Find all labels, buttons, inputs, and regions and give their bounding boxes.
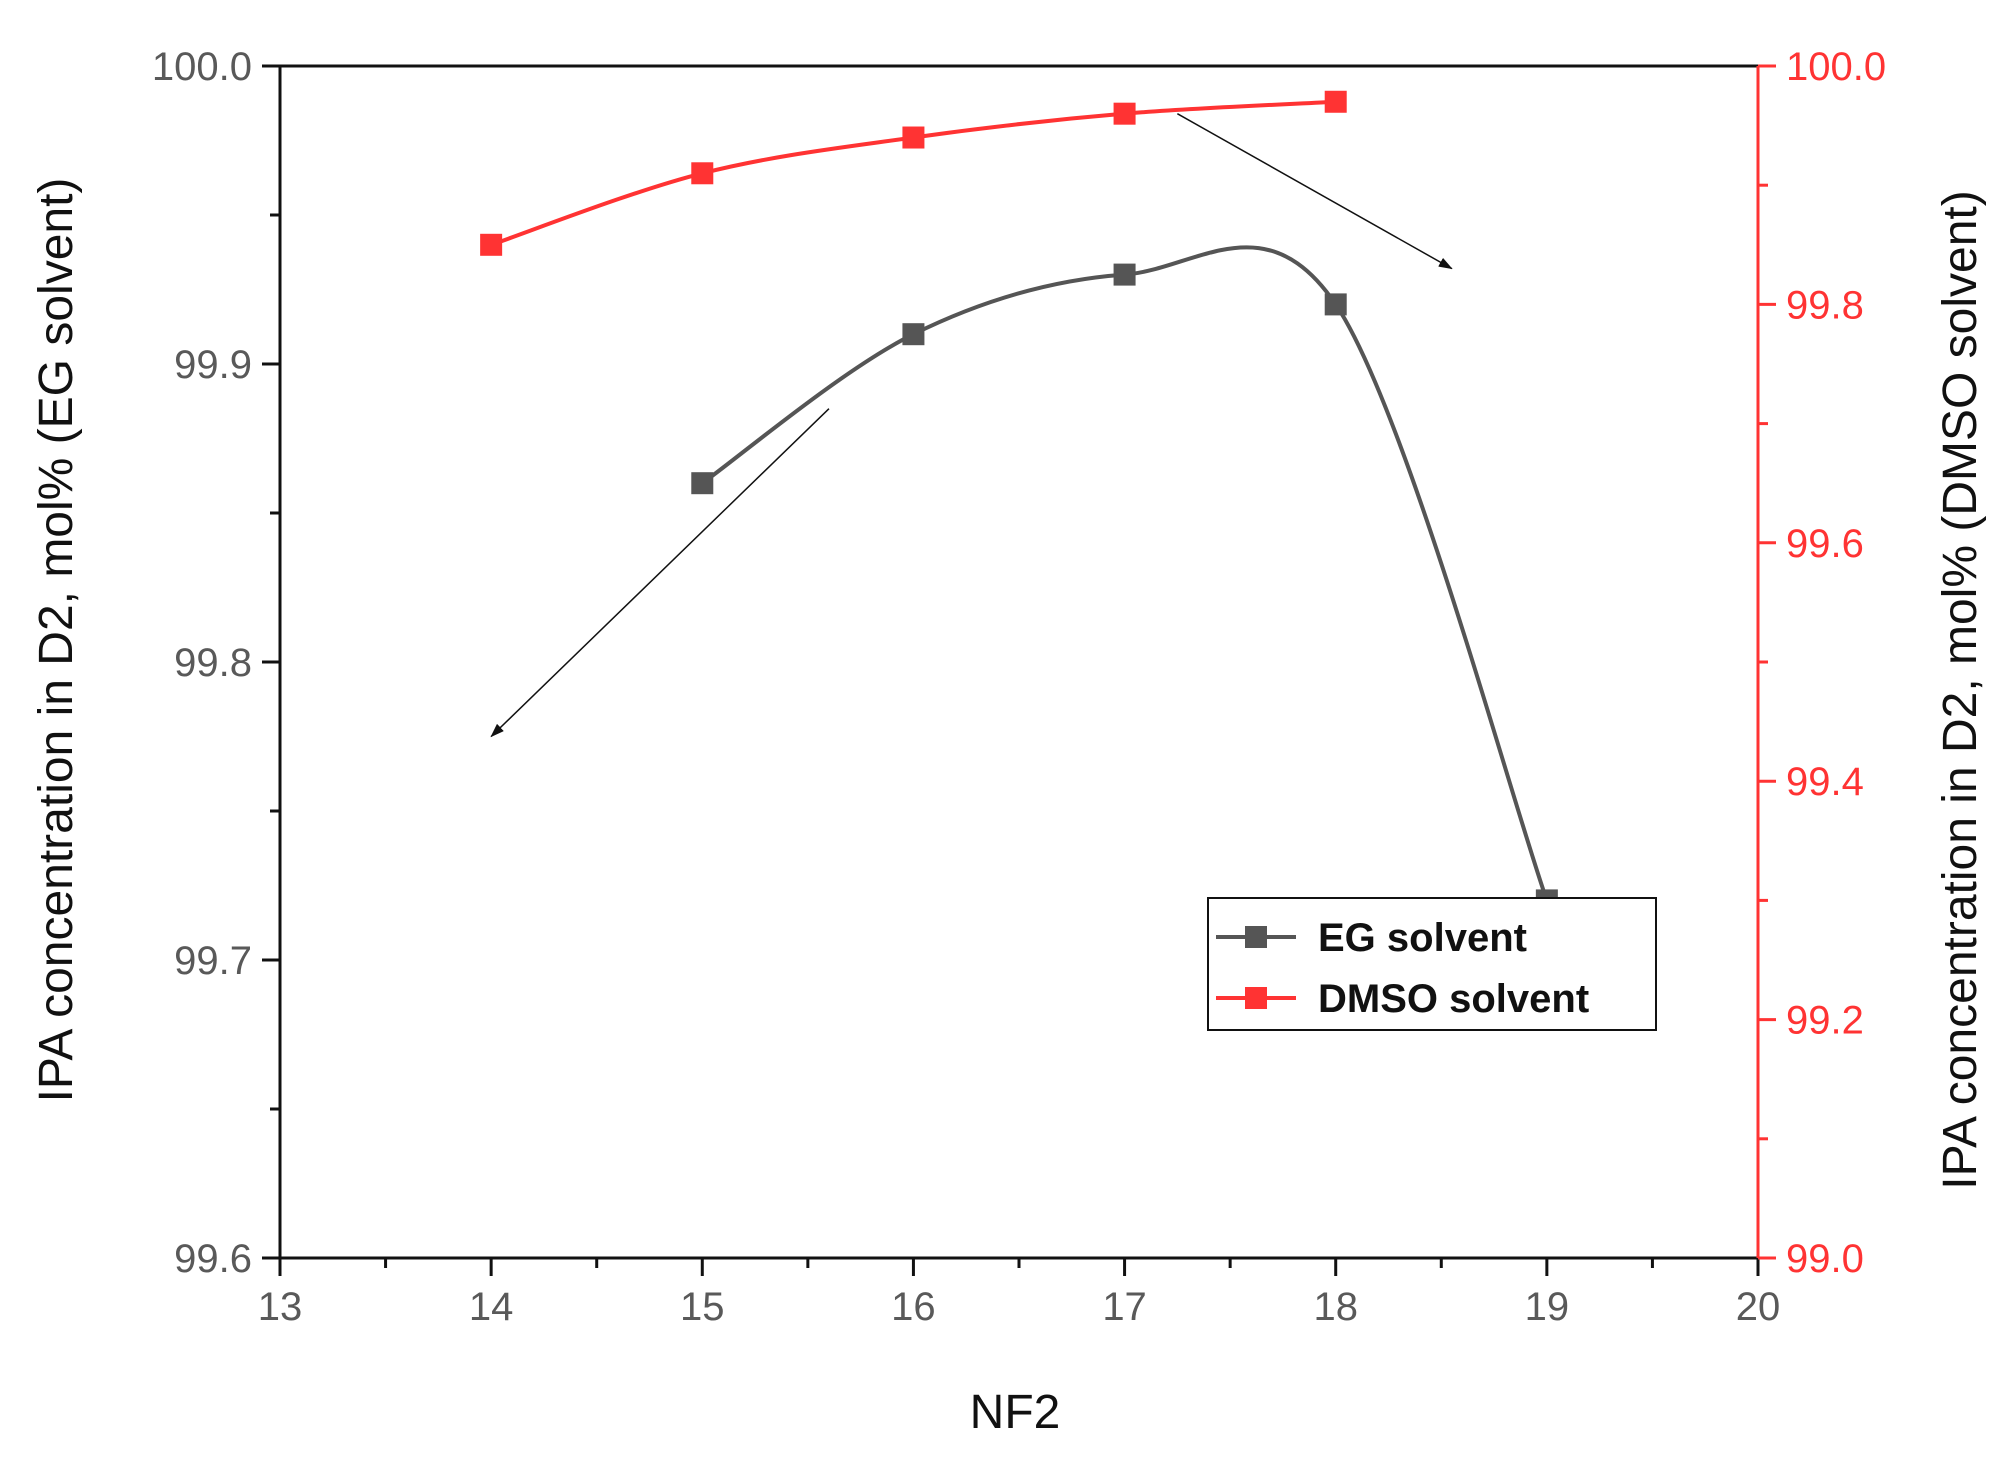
left-y-tick-label: 99.9 <box>174 343 252 387</box>
data-point-dmso <box>902 126 925 149</box>
series-eg <box>691 245 1558 912</box>
x-tick-label: 18 <box>1313 1285 1358 1329</box>
series-layer <box>480 90 1558 912</box>
left-y-tick-label: 100.0 <box>152 45 252 89</box>
data-point-eg <box>691 472 714 495</box>
annotation-arrows <box>490 113 1453 738</box>
x-tick-label: 17 <box>1102 1285 1147 1329</box>
data-point-dmso <box>1113 102 1136 125</box>
series-dmso <box>480 90 1347 256</box>
legend: EG solvent DMSO solvent <box>1207 897 1657 1031</box>
right-y-axis: 99.0 99.2 99.4 99.6 99.8 100.0 <box>1758 45 1886 1281</box>
right-y-tick-label: 99.6 <box>1786 522 1864 566</box>
data-point-eg <box>1324 293 1347 316</box>
right-y-axis-title: IPA concentration in D2, mol% (DMSO solv… <box>1934 190 1987 1190</box>
x-tick-label: 16 <box>891 1285 936 1329</box>
legend-entry-eg: EG solvent <box>1216 916 1527 960</box>
left-y-axis-title: IPA concentration in D2, mol% (EG solven… <box>30 178 83 1103</box>
right-y-tick-label: 99.8 <box>1786 283 1864 327</box>
data-point-dmso <box>480 233 503 256</box>
legend-dmso-label: DMSO solvent <box>1318 977 1589 1021</box>
x-tick-label: 14 <box>469 1285 514 1329</box>
x-axis: 13 14 15 16 17 18 19 20 <box>258 1258 1781 1329</box>
right-y-tick-label: 99.4 <box>1786 760 1864 804</box>
left-y-tick-label: 99.7 <box>174 939 252 983</box>
legend-box <box>1207 897 1657 1031</box>
annotation-arrow-dmso <box>1176 113 1453 270</box>
left-y-tick-label: 99.6 <box>174 1237 252 1281</box>
series-line-dmso <box>490 99 1336 247</box>
legend-dmso-marker <box>1245 987 1267 1009</box>
x-axis-title: NF2 <box>970 1386 1061 1439</box>
data-point-eg <box>1113 263 1136 286</box>
left-y-axis: 99.6 99.7 99.8 99.9 100.0 <box>152 45 280 1281</box>
left-y-tick-label: 99.8 <box>174 641 252 685</box>
data-point-eg <box>902 323 925 346</box>
x-tick-label: 19 <box>1525 1285 1570 1329</box>
right-y-tick-label: 99.0 <box>1786 1237 1864 1281</box>
series-line-eg <box>701 245 1549 902</box>
annotation-arrow-eg <box>490 408 830 738</box>
x-tick-label: 20 <box>1736 1285 1781 1329</box>
legend-entry-dmso: DMSO solvent <box>1216 977 1589 1021</box>
right-y-tick-label: 100.0 <box>1786 45 1886 89</box>
right-y-tick-label: 99.2 <box>1786 999 1864 1043</box>
legend-eg-marker <box>1245 926 1267 948</box>
legend-eg-label: EG solvent <box>1318 916 1527 960</box>
x-tick-label: 13 <box>258 1285 303 1329</box>
data-point-dmso <box>1324 90 1347 113</box>
data-point-dmso <box>691 162 714 185</box>
x-tick-label: 15 <box>680 1285 725 1329</box>
